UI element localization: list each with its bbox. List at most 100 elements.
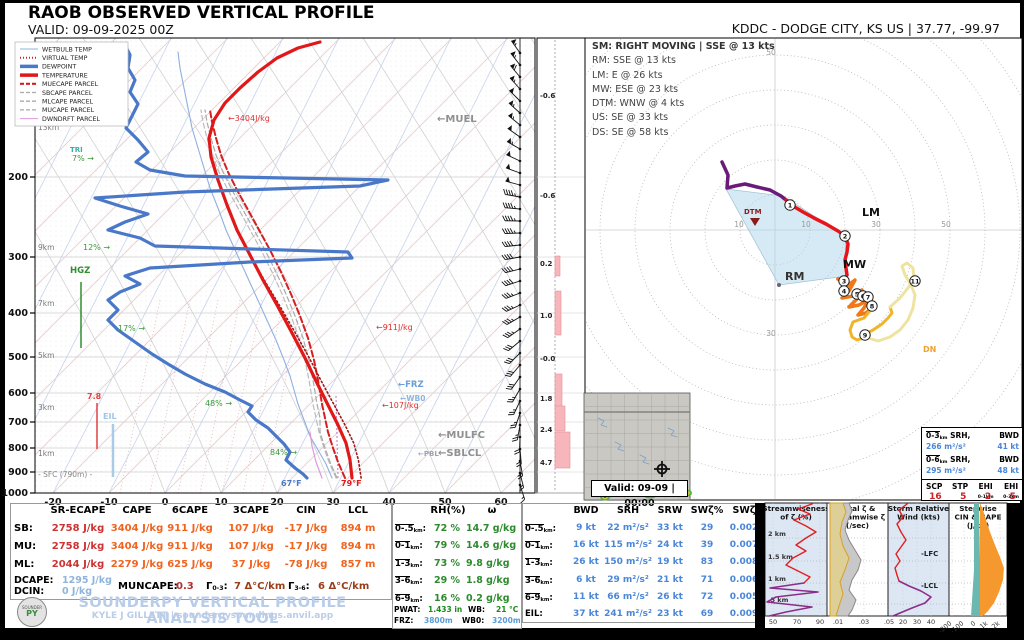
isotherm (332, 290, 535, 493)
mini-panel-title: Streamwiseness (762, 504, 829, 513)
moist-adiabat (164, 38, 396, 493)
hodo-height-marker-number: 11 (910, 277, 920, 285)
mini-xtick: .03 (859, 618, 869, 626)
wind-barb (506, 150, 522, 163)
skewt-annotation: EIL (103, 412, 117, 421)
dry-adiabat (306, 38, 535, 440)
barb-flag (511, 39, 517, 45)
pressure-tick-label: 900 (8, 467, 28, 478)
mini-xtick: 2k (990, 619, 1001, 630)
wind-barb (501, 266, 522, 274)
hodo-height-marker-number: 7 (866, 293, 871, 301)
wind-barb (506, 137, 522, 151)
temp-tick-label: -10 (100, 497, 118, 508)
wind-barb (514, 435, 522, 455)
height-label: 13km (38, 123, 59, 132)
line (508, 398, 514, 401)
line (513, 218, 516, 222)
line (509, 253, 514, 259)
dry-adiabat (138, 38, 390, 493)
legend-label: MLCAPE PARCEL (42, 99, 94, 106)
skewt-annotation: ←PBL (418, 450, 439, 458)
mini-xtick: 0 (969, 619, 977, 628)
hodo-height-marker (909, 275, 921, 287)
moist-adiabat (388, 205, 535, 493)
wind-barb (502, 215, 522, 223)
wind-barb (510, 51, 522, 67)
line (501, 294, 507, 299)
ring-label: 10 (734, 220, 744, 229)
wind-barb (501, 303, 522, 312)
wind-barb (518, 483, 526, 504)
line (514, 448, 520, 453)
line (508, 278, 514, 284)
wind-barb (508, 112, 522, 127)
mini-xtick: .01 (833, 618, 843, 626)
radar-echo-red (647, 491, 653, 495)
hodo-height-marker-number: 4 (842, 287, 847, 295)
line (501, 228, 506, 234)
mini-panel-title: of ζ (%) (780, 513, 812, 522)
line (502, 202, 506, 208)
skewt-annotation: 12% → (83, 243, 110, 252)
pressure-tick-label: 500 (8, 352, 28, 363)
line (504, 254, 509, 260)
line (511, 141, 513, 145)
wind-barb (505, 375, 522, 390)
line (506, 154, 521, 162)
line (504, 215, 509, 221)
line (511, 318, 515, 321)
line (509, 426, 516, 429)
line (506, 253, 511, 259)
legend-label: MUCAPE PARCEL (42, 107, 95, 114)
dry-adiabat (362, 38, 535, 326)
line (501, 241, 506, 247)
wind-barb (506, 387, 522, 403)
line (505, 388, 512, 390)
hodo-height-marker-number: 5 (855, 290, 860, 298)
line (511, 331, 515, 334)
skewt-annotation: 7% → (72, 154, 94, 163)
line (513, 205, 516, 209)
line (520, 484, 524, 488)
wind-barb (511, 423, 522, 442)
skewt-annotation: ←MULFC (438, 430, 485, 441)
radar-echo-red (603, 496, 607, 498)
line (512, 409, 516, 411)
mini-xtick: 20 (899, 618, 907, 626)
dry-adiabat (418, 38, 535, 226)
height-label: 3km (38, 403, 54, 412)
line (501, 268, 506, 273)
wind-barb (510, 63, 522, 79)
pressure-tick-label: 700 (8, 417, 28, 428)
line (521, 496, 525, 500)
line (504, 319, 510, 324)
srw-upper (894, 503, 908, 582)
line (509, 266, 514, 272)
barb-flag (510, 51, 516, 57)
wind-barb (509, 411, 522, 429)
wind-barb (504, 363, 522, 377)
height-label: 5km (38, 351, 54, 360)
line (512, 436, 518, 440)
line (514, 421, 518, 424)
line (504, 374, 511, 377)
temp-tick-label: 0 (162, 497, 169, 508)
mini-height-label: 1.5 km (768, 553, 793, 561)
pressure-tick-label: 200 (8, 172, 28, 183)
line (507, 202, 511, 209)
isotherm (164, 122, 535, 493)
mini-panel-title: Streamwise ζ (830, 513, 885, 522)
line (505, 359, 512, 363)
line (516, 460, 522, 465)
line (512, 116, 515, 120)
hodo-ring (586, 39, 1021, 476)
skewt-annotation: - SFC (790m) - (38, 470, 93, 479)
line (513, 230, 516, 234)
line (506, 241, 511, 247)
skewt-annotation: 67°F (281, 479, 302, 488)
wind-barb (505, 176, 522, 187)
isotherm (276, 234, 535, 493)
line (510, 203, 514, 209)
radar-echo-red (685, 492, 689, 494)
